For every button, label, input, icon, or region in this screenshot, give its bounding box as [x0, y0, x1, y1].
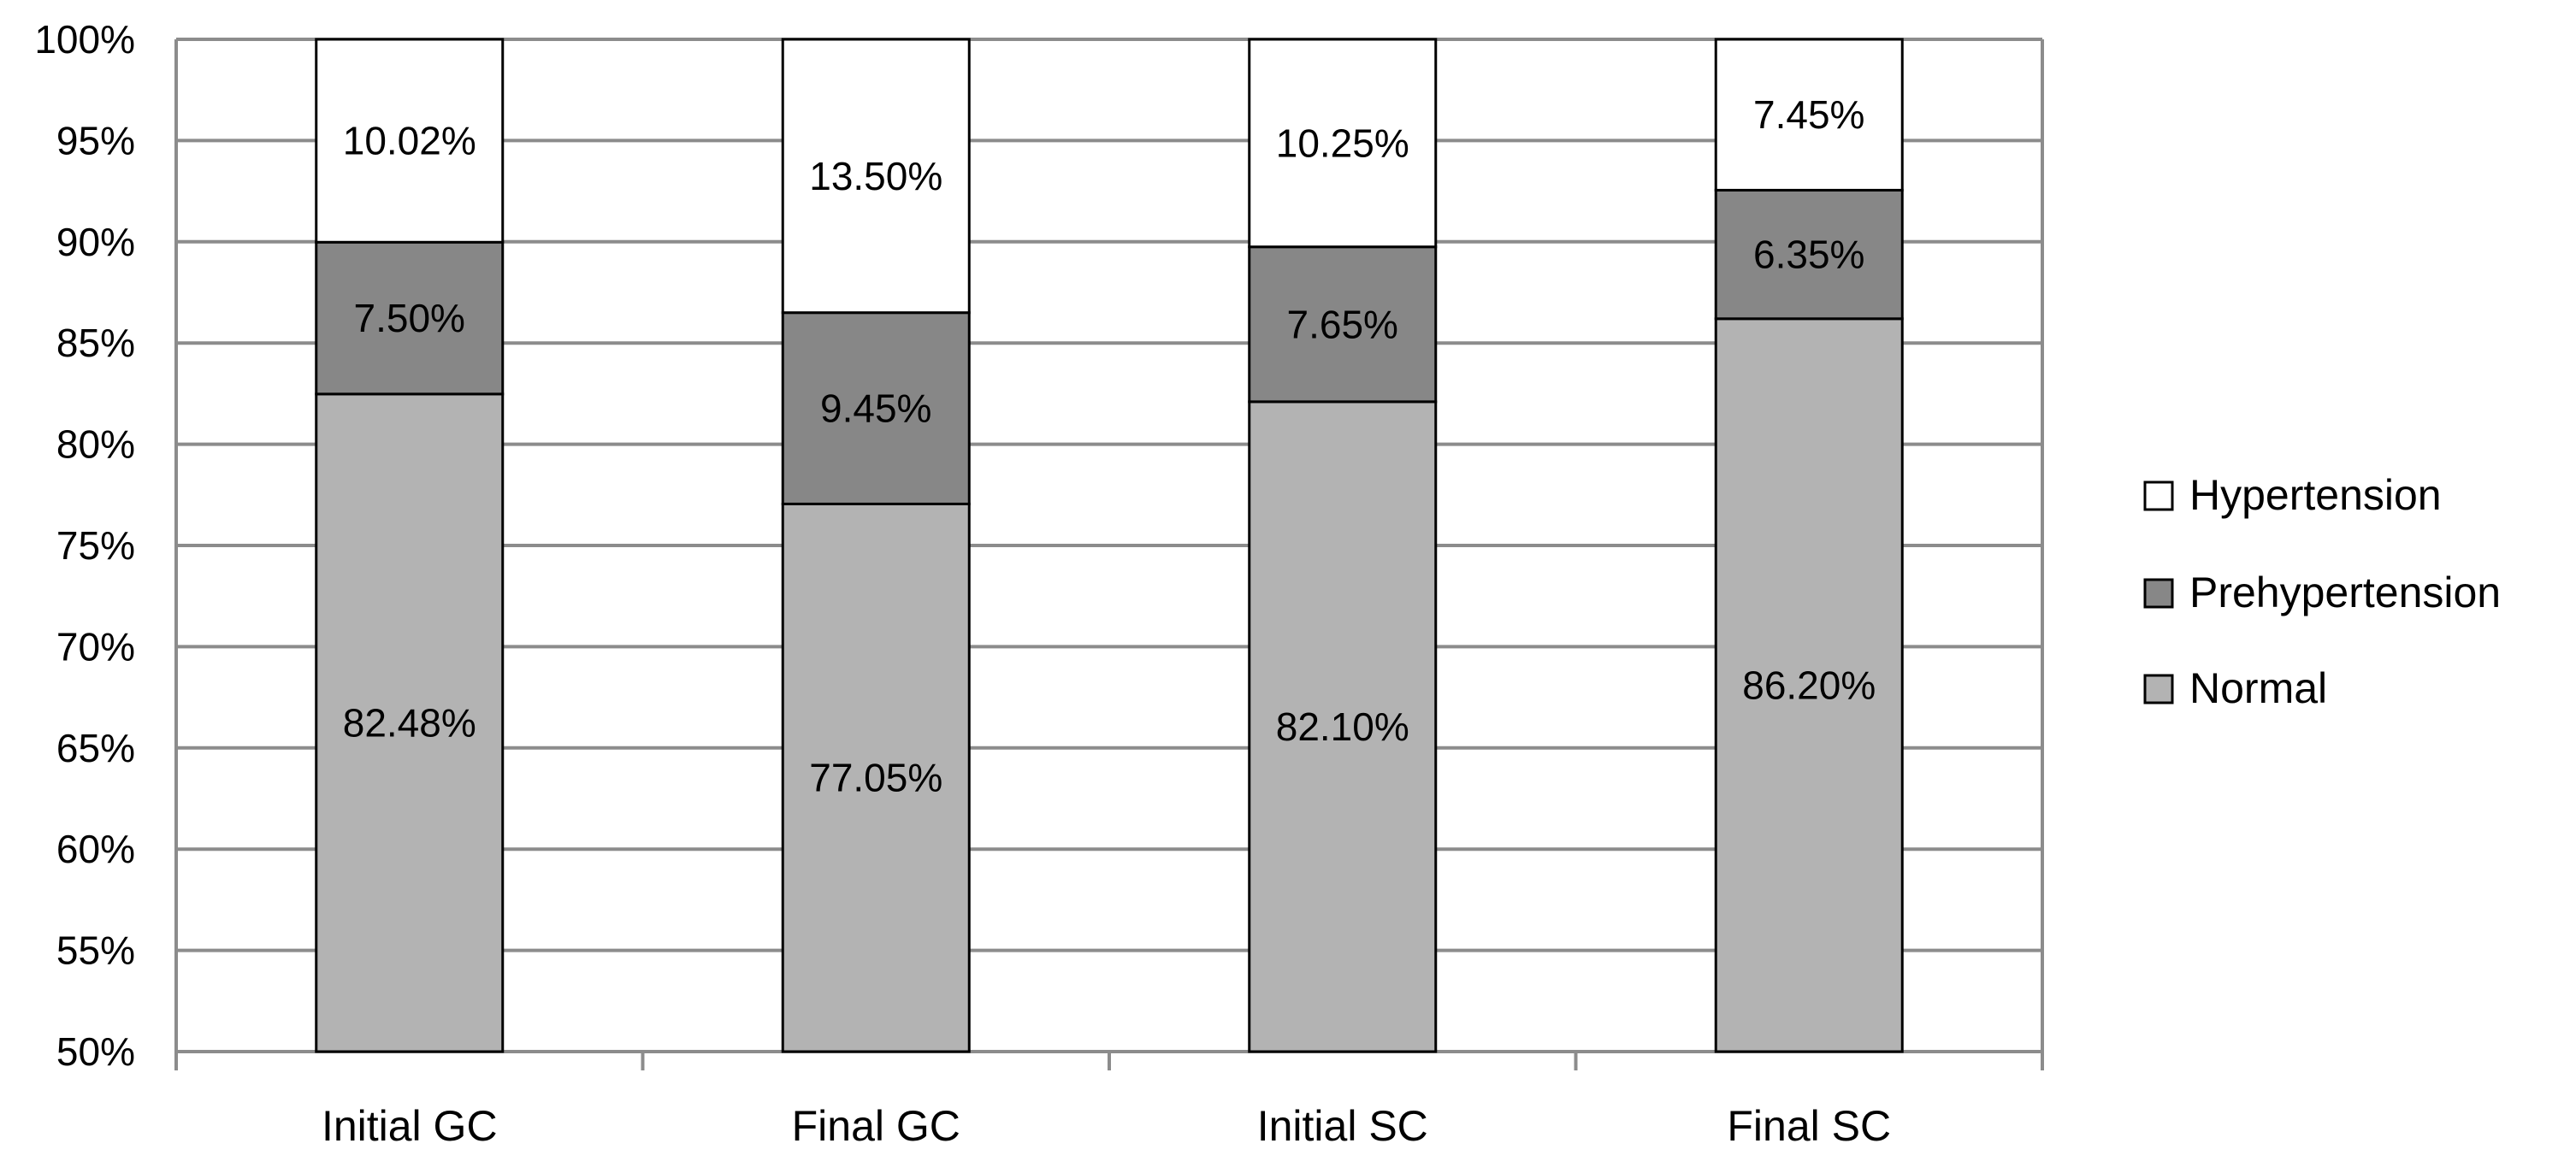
x-category-label: Final SC — [1727, 1102, 1891, 1150]
y-tick-label: 80% — [56, 422, 135, 467]
data-label: 86.20% — [1742, 663, 1876, 707]
data-label: 77.05% — [809, 756, 942, 800]
data-label: 10.25% — [1276, 121, 1409, 165]
legend: Hypertension Prehypertension Normal — [2143, 471, 2501, 712]
data-label: 82.10% — [1276, 704, 1409, 749]
bar-hypertension-final-sc — [1714, 38, 1904, 192]
bar-prehypertension-initial-sc — [1248, 245, 1438, 404]
bar-prehypertension-final-sc — [1714, 188, 1904, 321]
legend-item-label: Hypertension — [2189, 471, 2442, 519]
y-tick-label: 60% — [56, 827, 135, 871]
y-tick-label: 70% — [56, 624, 135, 669]
legend-item-label: Prehypertension — [2189, 569, 2501, 616]
data-labels: 82.48% 7.50% 10.02% Initial GC 77.05% 9.45% 13… — [322, 92, 1891, 1150]
data-label: 7.50% — [354, 296, 465, 340]
y-tick-label: 100% — [34, 17, 135, 62]
data-label: 13.50% — [809, 154, 942, 198]
data-label: 10.02% — [343, 119, 476, 163]
data-label: 6.35% — [1753, 233, 1864, 277]
x-category-label: Final GC — [792, 1102, 960, 1150]
y-tick-label: 85% — [56, 321, 135, 365]
data-label: 7.65% — [1287, 302, 1398, 346]
y-tick-label: 55% — [56, 928, 135, 973]
legend-item-label: Normal — [2189, 664, 2327, 712]
bar-prehypertension-initial-gc — [315, 240, 505, 396]
y-tick-label: 90% — [56, 220, 135, 264]
bar-prehypertension-final-gc — [781, 311, 971, 505]
x-category-label: Initial GC — [322, 1102, 498, 1150]
bar-hypertension-final-gc — [781, 38, 971, 315]
x-axis-tick-marks — [174, 1052, 2044, 1070]
y-axis-ticks: 50% 55% 60% 65% 70% 75% 80% 85% 90% 95% 100% — [34, 17, 135, 1074]
bars — [315, 38, 1904, 1053]
data-label: 9.45% — [820, 386, 931, 431]
bar-normal-final-gc — [781, 502, 971, 1053]
y-tick-label: 65% — [56, 726, 135, 770]
y-tick-label: 50% — [56, 1029, 135, 1074]
data-label: 7.45% — [1753, 92, 1864, 137]
legend-swatch — [2143, 480, 2174, 511]
y-tick-label: 95% — [56, 118, 135, 162]
x-category-label: Initial SC — [1257, 1102, 1428, 1150]
data-label: 82.48% — [343, 700, 476, 745]
bar-hypertension-initial-gc — [315, 38, 505, 244]
bar-normal-final-sc — [1714, 317, 1904, 1053]
legend-swatch — [2143, 578, 2174, 609]
legend-swatch — [2143, 674, 2174, 704]
bar-hypertension-initial-sc — [1248, 38, 1438, 249]
bar-normal-initial-sc — [1248, 400, 1438, 1053]
y-tick-label: 75% — [56, 523, 135, 568]
